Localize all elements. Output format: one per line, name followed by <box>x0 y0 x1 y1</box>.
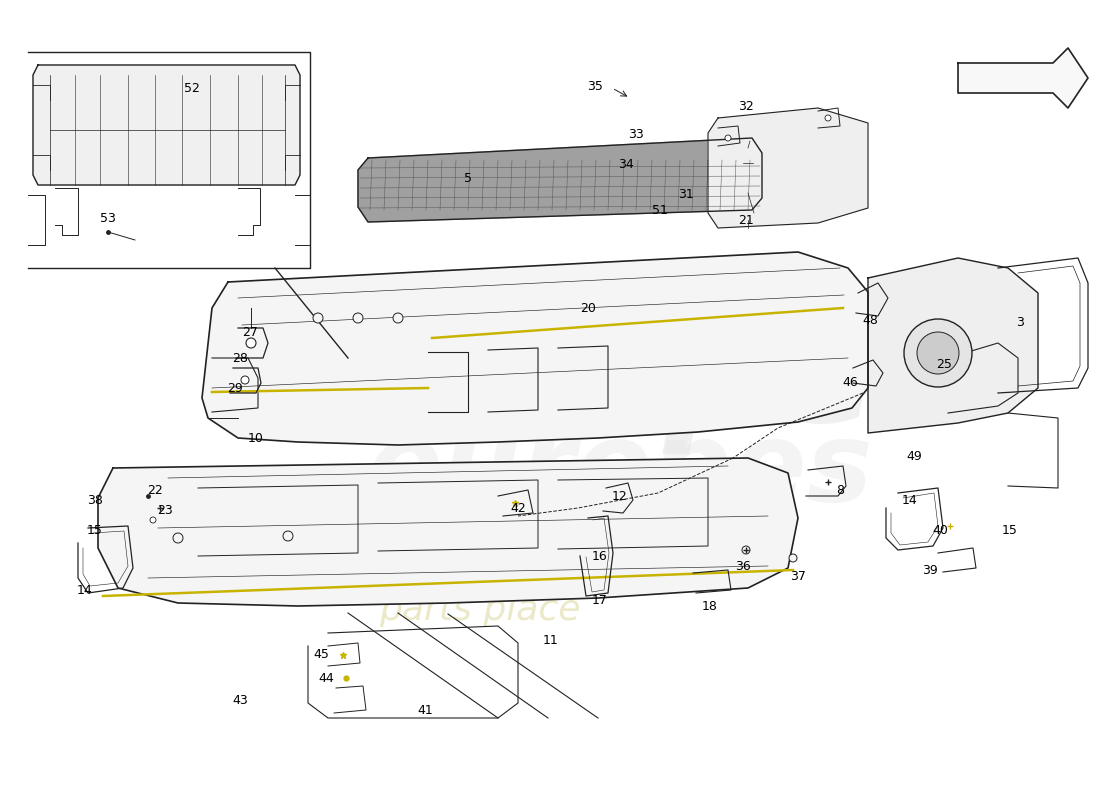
Polygon shape <box>958 48 1088 108</box>
Text: 23: 23 <box>157 503 173 517</box>
Circle shape <box>173 533 183 543</box>
Text: 46: 46 <box>843 377 858 390</box>
Text: a prime: a prime <box>495 289 666 331</box>
Text: 49: 49 <box>906 450 922 462</box>
Circle shape <box>241 376 249 384</box>
Text: 8: 8 <box>836 483 844 497</box>
Text: 52: 52 <box>184 82 200 94</box>
Text: 33: 33 <box>628 129 643 142</box>
Text: 35: 35 <box>587 79 603 93</box>
Text: 20: 20 <box>580 302 596 314</box>
Text: 53: 53 <box>100 211 116 225</box>
Text: 36: 36 <box>735 559 751 573</box>
Text: 16: 16 <box>592 550 608 562</box>
Text: 51: 51 <box>652 205 668 218</box>
Polygon shape <box>708 108 868 228</box>
Text: 3: 3 <box>1016 317 1024 330</box>
Text: 42: 42 <box>510 502 526 514</box>
Circle shape <box>725 135 732 141</box>
Text: 17: 17 <box>592 594 608 606</box>
Polygon shape <box>33 65 300 185</box>
Circle shape <box>353 313 363 323</box>
Text: 11: 11 <box>543 634 559 647</box>
Text: a prime: a prime <box>410 563 549 597</box>
Text: 5: 5 <box>464 171 472 185</box>
Text: 21: 21 <box>738 214 754 226</box>
Polygon shape <box>98 458 798 606</box>
Polygon shape <box>202 252 868 445</box>
Text: 44: 44 <box>318 671 334 685</box>
Circle shape <box>742 546 750 554</box>
Text: parts place: parts place <box>455 323 704 366</box>
Text: 15: 15 <box>87 523 103 537</box>
Text: 34: 34 <box>618 158 634 171</box>
Text: 40: 40 <box>932 523 948 537</box>
Circle shape <box>789 554 797 562</box>
Text: 14: 14 <box>902 494 917 507</box>
Circle shape <box>314 313 323 323</box>
Circle shape <box>825 115 830 121</box>
Text: parts place: parts place <box>379 593 581 627</box>
Text: 37: 37 <box>790 570 806 582</box>
Text: 12: 12 <box>612 490 628 502</box>
Circle shape <box>246 338 256 348</box>
Text: 43: 43 <box>232 694 248 706</box>
Text: europes: europes <box>272 306 968 454</box>
Text: 25: 25 <box>936 358 952 371</box>
Circle shape <box>283 531 293 541</box>
Circle shape <box>904 319 972 387</box>
Text: 31: 31 <box>678 189 694 202</box>
Circle shape <box>917 332 959 374</box>
Text: 14: 14 <box>77 583 92 597</box>
Text: 18: 18 <box>702 599 718 613</box>
Polygon shape <box>358 138 762 222</box>
Text: 32: 32 <box>738 99 754 113</box>
Text: 39: 39 <box>922 563 938 577</box>
Text: 28: 28 <box>232 351 248 365</box>
Text: 22: 22 <box>147 483 163 497</box>
Circle shape <box>393 313 403 323</box>
Text: 10: 10 <box>249 431 264 445</box>
Polygon shape <box>868 258 1038 433</box>
Text: 29: 29 <box>227 382 243 394</box>
Text: europes: europes <box>366 417 873 523</box>
Text: 41: 41 <box>417 703 433 717</box>
Circle shape <box>150 517 156 523</box>
Text: 15: 15 <box>1002 523 1018 537</box>
Text: 48: 48 <box>862 314 878 326</box>
Text: 27: 27 <box>242 326 257 338</box>
Text: 38: 38 <box>87 494 103 506</box>
Text: 45: 45 <box>314 649 329 662</box>
